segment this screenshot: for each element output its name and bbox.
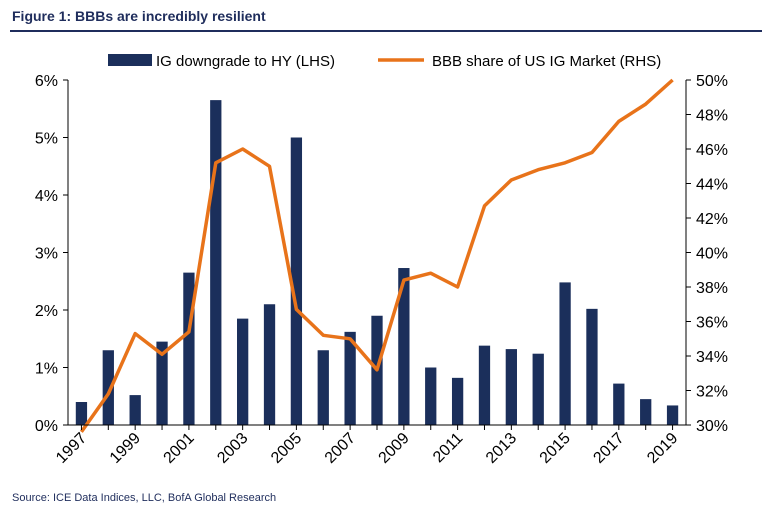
- right-tick-label: 36%: [696, 315, 728, 332]
- bar: [344, 331, 356, 425]
- bar: [102, 350, 114, 425]
- bar: [586, 308, 598, 425]
- bar: [425, 367, 437, 425]
- bar: [613, 383, 625, 425]
- legend: IG downgrade to HY (LHS) BBB share of US…: [108, 53, 661, 70]
- bar: [210, 100, 222, 425]
- bar: [183, 272, 195, 425]
- bar: [505, 349, 517, 425]
- x-tick-label: 2009: [376, 430, 413, 467]
- right-tick-label: 32%: [696, 384, 728, 401]
- figure-title: Figure 1: BBBs are incredibly resilient: [12, 8, 266, 24]
- bar: [129, 395, 141, 425]
- x-axis: 1997 1999 2001 2003 2005 2007 2009 2011 2013 2015…: [53, 424, 686, 467]
- bar: [532, 353, 544, 425]
- bar: [478, 345, 491, 425]
- bar: [451, 377, 464, 425]
- left-tick-label: 0%: [35, 418, 58, 435]
- bar: [666, 405, 679, 425]
- bar: [237, 318, 249, 425]
- right-tick-label: 48%: [696, 108, 728, 125]
- right-tick-label: 44%: [696, 177, 728, 194]
- left-tick-label: 4%: [35, 188, 58, 205]
- x-tick-label: 2015: [537, 430, 574, 467]
- bar: [263, 304, 276, 425]
- legend-bar-swatch: [108, 54, 152, 66]
- right-tick-label: 42%: [696, 211, 728, 228]
- bar: [559, 282, 571, 425]
- bar: [317, 350, 329, 425]
- x-tick-label: 2001: [161, 430, 198, 467]
- right-tick-label: 50%: [696, 73, 728, 90]
- series-line: [79, 78, 674, 433]
- left-tick-label: 5%: [35, 131, 58, 148]
- right-tick-label: 30%: [696, 418, 728, 435]
- left-tick-label: 6%: [35, 73, 58, 90]
- x-tick-label: 1997: [53, 430, 90, 467]
- right-tick-label: 38%: [696, 280, 728, 297]
- x-tick-label: 2005: [268, 430, 305, 467]
- bar-series: [75, 100, 679, 425]
- title-rule: [10, 30, 762, 32]
- x-tick-label: 1999: [107, 430, 144, 467]
- right-tick-label: 34%: [696, 349, 728, 366]
- right-tick-label: 46%: [696, 142, 728, 159]
- x-tick-label: 2007: [322, 430, 359, 467]
- x-tick-label: 2003: [214, 430, 251, 467]
- bar: [290, 137, 303, 425]
- bar: [640, 399, 652, 425]
- bar: [156, 341, 168, 425]
- left-axis: 0% 1% 2% 3% 4% 5% 6%: [35, 73, 69, 435]
- source-note: Source: ICE Data Indices, LLC, BofA Glob…: [12, 492, 277, 504]
- x-tick-label: 2011: [430, 430, 466, 466]
- right-tick-label: 40%: [696, 246, 728, 263]
- x-tick-label: 2019: [644, 430, 681, 467]
- legend-bar-label: IG downgrade to HY (LHS): [156, 53, 335, 70]
- line-series: [79, 78, 674, 433]
- bar: [75, 402, 88, 425]
- left-tick-label: 3%: [35, 246, 58, 263]
- x-tick-label: 2017: [590, 430, 627, 467]
- left-tick-label: 1%: [35, 361, 58, 378]
- left-tick-label: 2%: [35, 303, 58, 320]
- right-axis: 30% 32% 34% 36% 38% 40% 42% 44% 46% 48% 50%: [685, 73, 728, 435]
- x-tick-label: 2013: [483, 430, 520, 467]
- legend-line-label: BBB share of US IG Market (RHS): [432, 53, 661, 70]
- bar: [398, 268, 410, 425]
